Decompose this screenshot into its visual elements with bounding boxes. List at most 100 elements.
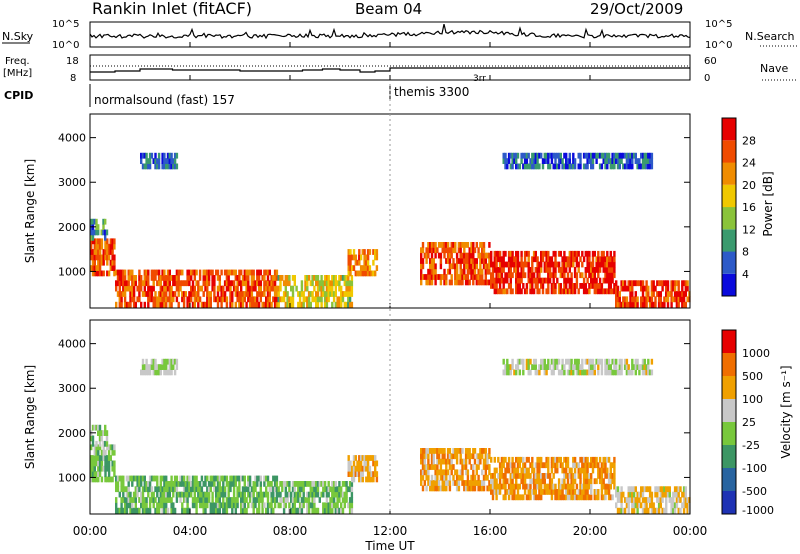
velocity-echo-cell-3 — [338, 507, 341, 514]
power-echo-cell-8 — [670, 280, 673, 287]
range-tick-label: 3000 — [58, 176, 86, 189]
velocity-echo-cell-7 — [577, 473, 580, 479]
velocity-echo-cell-5 — [370, 455, 373, 461]
velocity-echo-cell-8 — [672, 497, 675, 503]
power-echo-cell-3 — [300, 291, 304, 297]
velocity-echo-cell-7 — [565, 489, 568, 495]
power-echo-cell-7 — [565, 277, 568, 284]
power-echo-cell-2 — [123, 275, 127, 281]
power-echo-cell-8 — [682, 301, 686, 308]
power-echo-cell-8 — [684, 291, 687, 297]
velocity-echo-cell-2 — [165, 502, 168, 509]
power-echo-cell-7 — [502, 261, 505, 268]
velocity-echo-cell-9 — [531, 364, 534, 370]
range-tick-label: 2000 — [58, 221, 86, 234]
velocity-echo-cell-4 — [150, 358, 154, 365]
power-echo-cell-6 — [472, 247, 475, 254]
velocity-echo-cell-8 — [645, 507, 648, 514]
power-echo-cell-2 — [254, 296, 257, 303]
power-echo-cell-7 — [490, 261, 493, 268]
power-echo-cell-6 — [425, 274, 428, 280]
velocity-echo-cell-5 — [374, 471, 377, 477]
velocity-echo-cell-6 — [421, 458, 425, 465]
velocity-echo-cell-3 — [334, 491, 337, 498]
velocity-echo-cell-7 — [586, 473, 589, 479]
velocity-echo-cell-9 — [636, 358, 639, 365]
power-echo-cell-2 — [120, 296, 123, 303]
power-echo-cell-2 — [122, 280, 125, 287]
power-echo-cell-2 — [120, 291, 123, 297]
velocity-echo-cell-2 — [156, 475, 159, 482]
velocity-echo-cell-7 — [513, 489, 516, 495]
power-echo-cell-2 — [177, 269, 180, 276]
velocity-echo-cell-3 — [343, 497, 346, 503]
velocity-echo-cell-6 — [439, 464, 443, 470]
velocity-echo-cell-6 — [421, 474, 425, 481]
power-echo-cell-2 — [220, 269, 223, 276]
power-echo-cell-2 — [188, 291, 191, 297]
velocity-echo-cell-2 — [125, 497, 129, 503]
velocity-echo-cell-1 — [104, 440, 107, 447]
power-echo-cell-6 — [479, 274, 482, 280]
velocity-echo-cell-7 — [572, 494, 575, 501]
power-echo-cell-8 — [623, 285, 627, 292]
velocity-echo-cell-2 — [197, 481, 200, 487]
velocity-echo-cell-7 — [532, 467, 536, 474]
power-echo-cell-7 — [593, 288, 596, 295]
velocity-echo-cell-2 — [229, 481, 232, 487]
power-echo-cell-5 — [349, 270, 352, 277]
power-echo-cell-4 — [166, 158, 170, 164]
power-echo-cell-9 — [590, 163, 593, 170]
power-echo-cell-2 — [250, 296, 254, 303]
power-echo-cell-7 — [502, 256, 505, 263]
velocity-echo-cell-9 — [548, 364, 552, 370]
power-echo-cell-6 — [429, 268, 432, 275]
velocity-echo-cell-5 — [375, 476, 379, 483]
velocity-echo-cell-7 — [595, 489, 598, 495]
velocity-echo-cell-8 — [641, 507, 645, 514]
power-echo-cell-3 — [340, 291, 343, 297]
velocity-echo-cell-4 — [152, 369, 155, 376]
power-echo-cell-2 — [152, 275, 155, 281]
power-echo-cell-7 — [559, 283, 562, 289]
power-echo-cell-5 — [358, 249, 361, 255]
power-echo-cell-6 — [473, 263, 477, 270]
power-echo-cell-9 — [632, 152, 636, 159]
velocity-echo-cell-7 — [515, 456, 518, 463]
power-echo-cell-9 — [550, 158, 554, 164]
power-echo-cell-3 — [306, 301, 309, 308]
power-echo-cell-6 — [441, 247, 444, 254]
velocity-echo-cell-8 — [661, 486, 664, 493]
power-echo-cell-2 — [225, 285, 229, 292]
velocity-echo-cell-9 — [556, 358, 559, 365]
power-echo-cell-9 — [643, 152, 646, 159]
power-echo-cell-9 — [648, 158, 652, 164]
power-echo-cell-2 — [247, 269, 250, 276]
velocity-echo-cell-6 — [459, 474, 462, 481]
velocity-echo-cell-7 — [523, 473, 527, 479]
velocity-echo-cell-2 — [206, 475, 209, 482]
power-echo-cell-2 — [177, 280, 180, 287]
power-echo-cell-0 — [90, 265, 93, 271]
velocity-echo-cell-9 — [590, 369, 593, 376]
power-echo-cell-7 — [527, 277, 530, 284]
power-echo-cell-2 — [229, 285, 232, 292]
power-echo-cell-2 — [173, 275, 177, 281]
power-echo-cell-8 — [638, 280, 641, 287]
power-echo-cell-9 — [588, 152, 591, 159]
velocity-echo-cell-5 — [370, 471, 373, 477]
velocity-echo-cell-2 — [195, 497, 198, 503]
power-echo-cell-7 — [600, 250, 604, 257]
velocity-colorbar-tick-label: -1000 — [742, 504, 774, 517]
power-echo-cell-7 — [590, 272, 593, 279]
velocity-echo-cell-5 — [358, 471, 361, 477]
power-echo-cell-8 — [632, 296, 636, 303]
velocity-echo-cell-7 — [563, 478, 566, 485]
velocity-echo-cell-3 — [297, 491, 300, 498]
velocity-echo-cell-7 — [579, 489, 582, 495]
power-echo-cell-7 — [593, 283, 596, 289]
power-echo-cell-7 — [500, 277, 504, 284]
velocity-echo-cell-8 — [643, 497, 646, 503]
velocity-echo-cell-9 — [611, 358, 614, 365]
